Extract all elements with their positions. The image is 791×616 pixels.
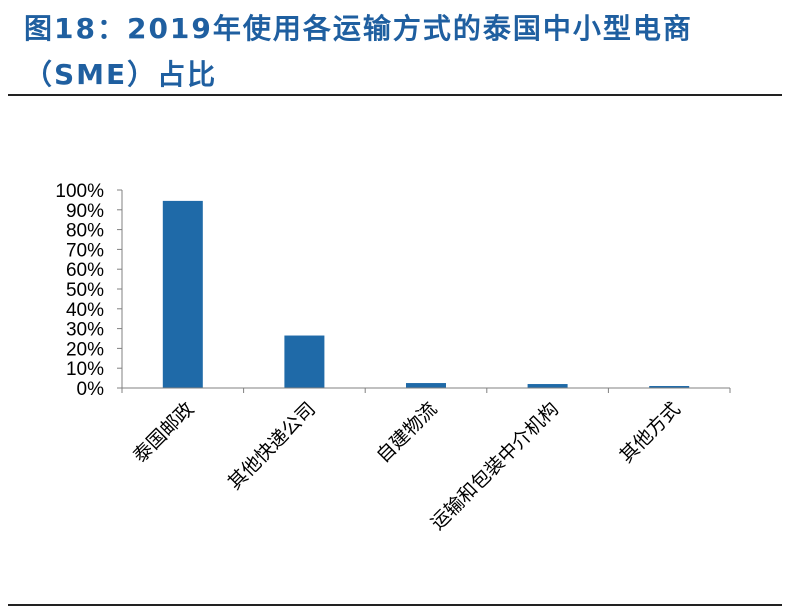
y-tick-label: 100% <box>55 181 104 202</box>
y-tick-label: 0% <box>77 379 105 400</box>
x-category-label: 其他快递公司 <box>224 398 320 494</box>
top-divider <box>8 94 782 96</box>
chart-title: 图18：2019年使用各运输方式的泰国中小型电商（SME）占比 <box>24 12 693 91</box>
y-tick-label: 30% <box>66 320 104 341</box>
bar-series <box>162 200 690 388</box>
bar <box>284 335 325 388</box>
y-tick-label: 10% <box>66 359 104 380</box>
x-category-label: 运输和包装中介机构 <box>427 398 563 534</box>
bar <box>162 200 203 388</box>
bar <box>527 384 568 388</box>
y-tick-label: 90% <box>66 201 104 222</box>
bottom-divider <box>8 604 782 606</box>
y-tick-label: 20% <box>66 339 104 360</box>
x-category-label: 自建物流 <box>372 398 441 467</box>
y-tick-label: 40% <box>66 300 104 321</box>
bar <box>406 383 446 388</box>
y-tick-label: 80% <box>66 221 104 242</box>
y-tick-label: 60% <box>66 260 104 281</box>
x-category-label: 泰国邮政 <box>129 398 198 467</box>
y-axis: 0%10%20%30%40%50%60%70%80%90%100% <box>55 181 123 400</box>
y-tick-label: 50% <box>66 280 104 301</box>
y-tick-label: 70% <box>66 240 104 261</box>
bar <box>649 386 690 388</box>
x-category-label: 其他方式 <box>615 398 684 467</box>
